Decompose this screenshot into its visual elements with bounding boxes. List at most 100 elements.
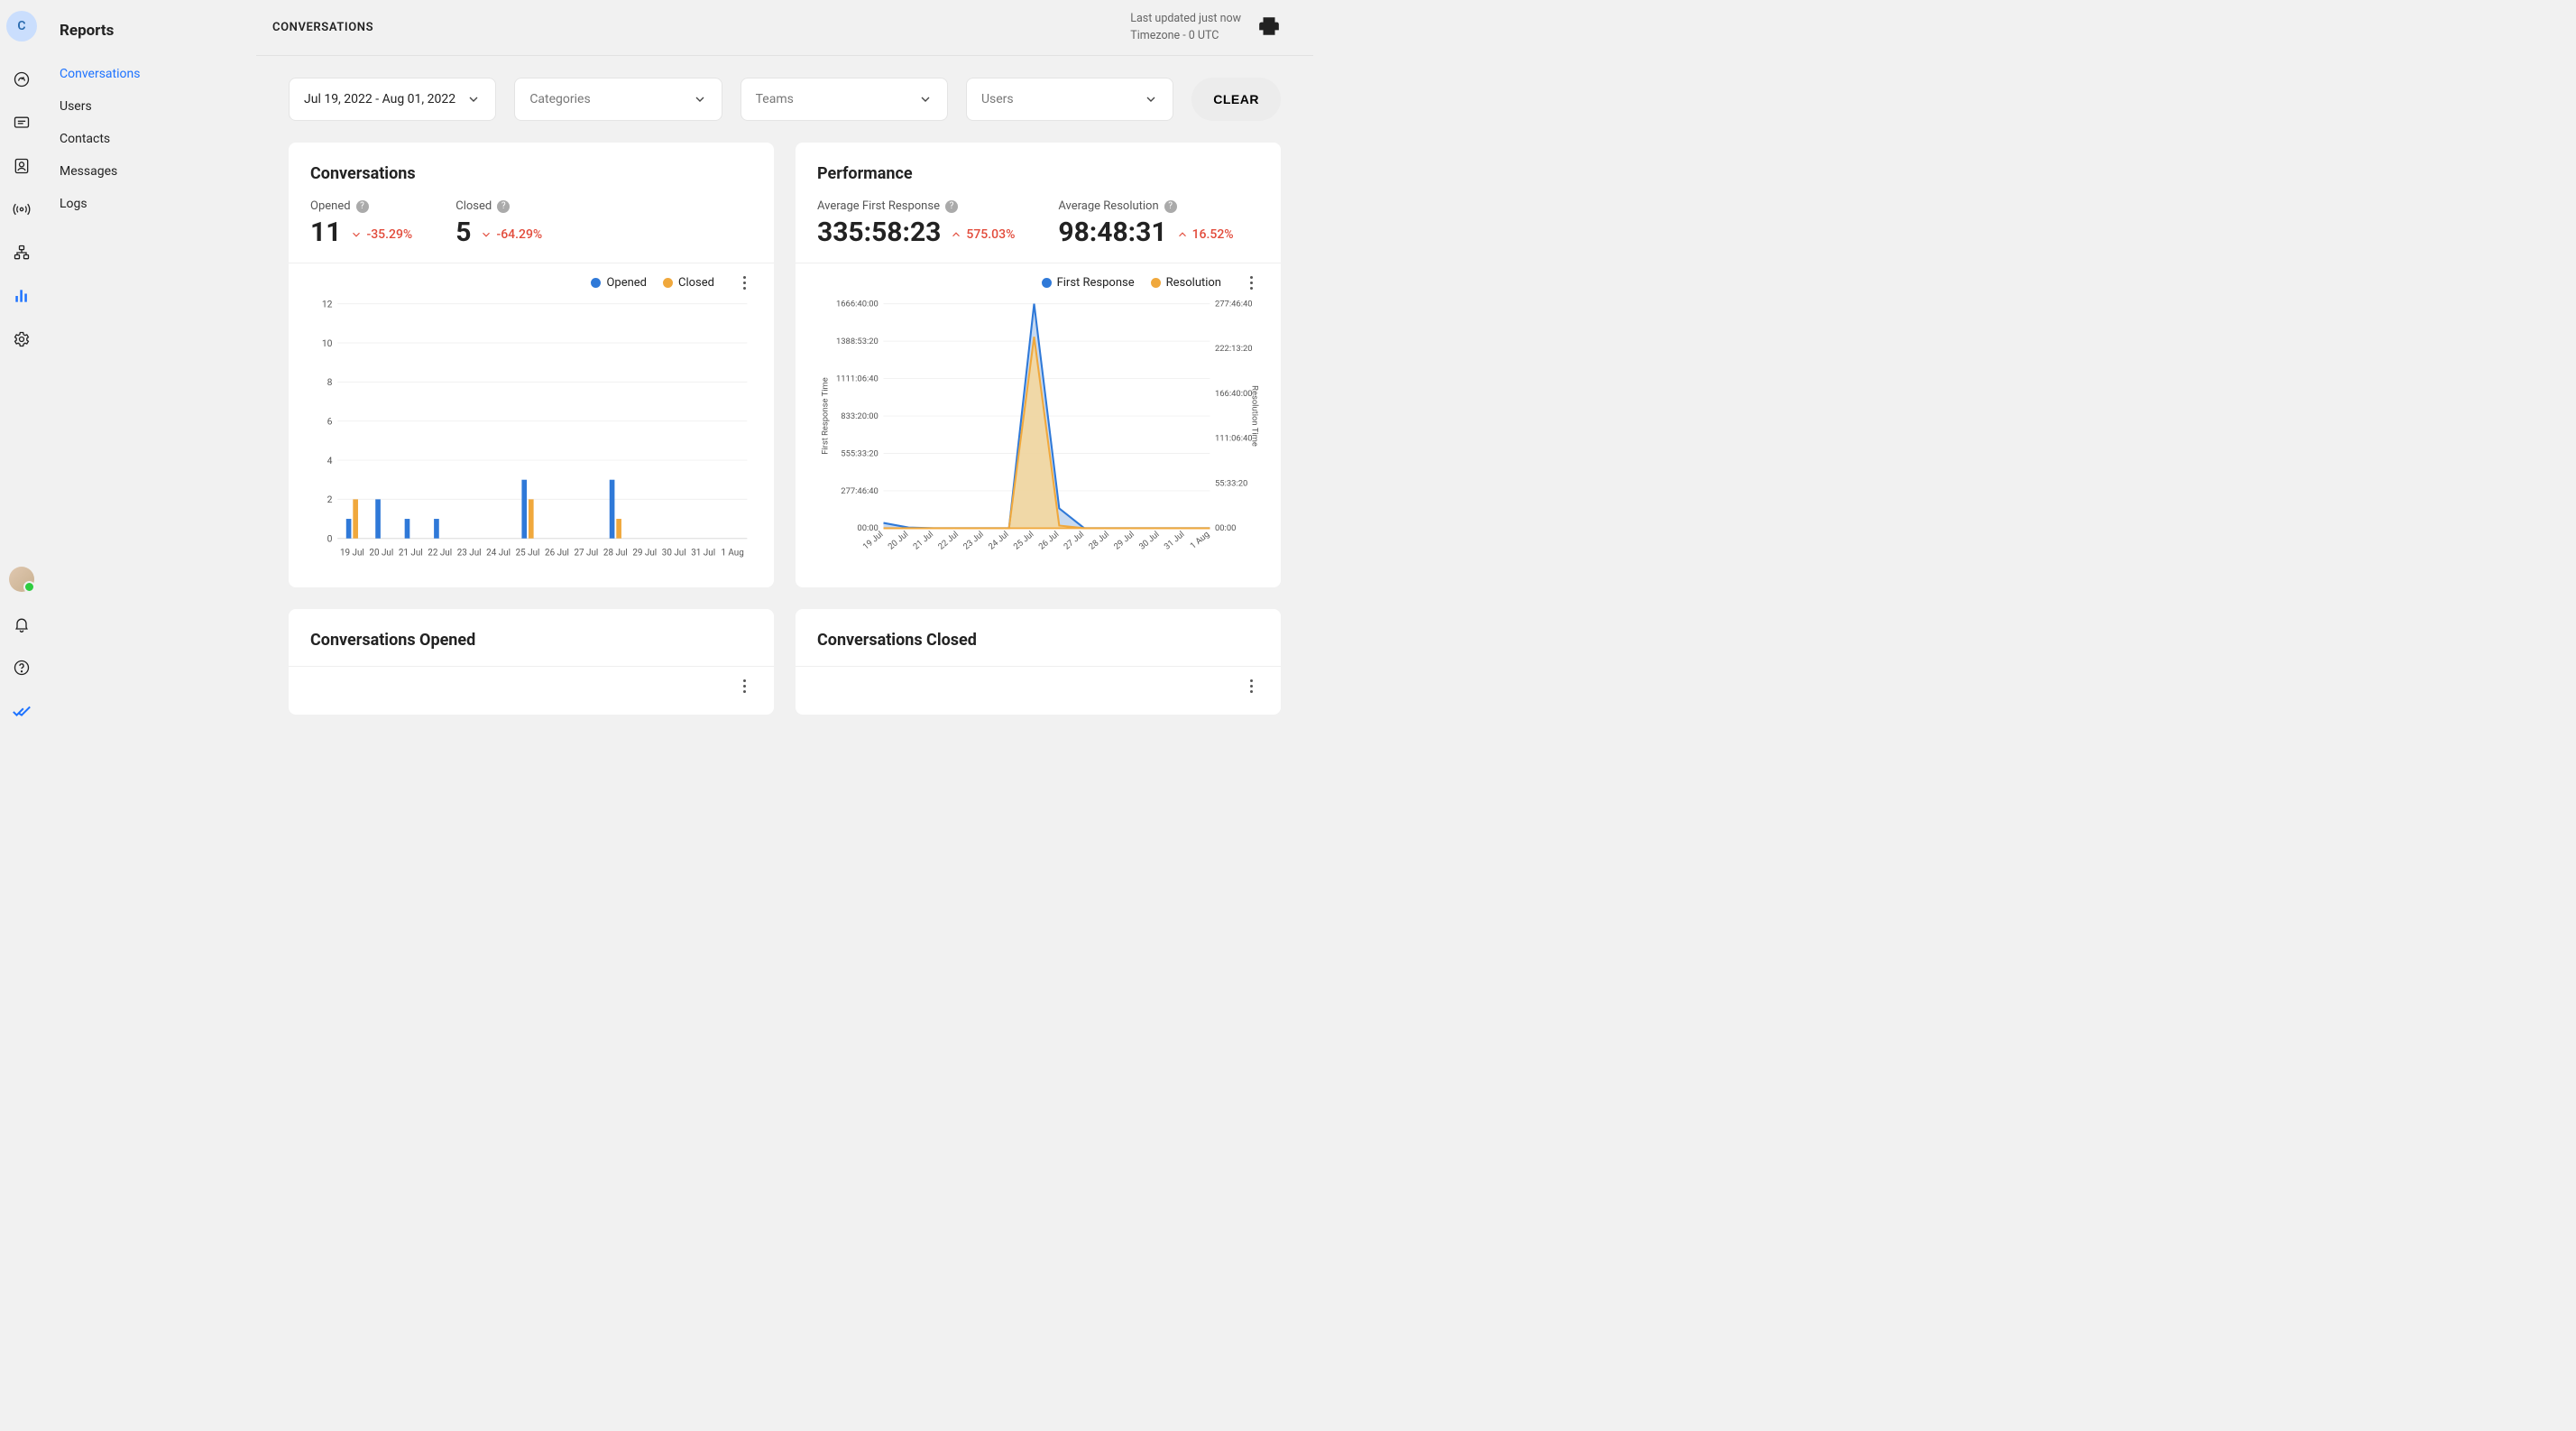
svg-text:00:00: 00:00 [1215,523,1236,533]
svg-text:4: 4 [327,455,333,466]
chart-menu[interactable] [1243,276,1259,290]
filter-teams-placeholder: Teams [756,92,794,106]
sidebar-item-logs[interactable]: Logs [60,188,240,220]
rail-org[interactable] [0,233,43,272]
metric-opened: Opened? 11 -35.29% [310,199,412,248]
svg-text:25 Jul: 25 Jul [1012,530,1036,552]
help-icon[interactable]: ? [497,200,510,213]
svg-text:20 Jul: 20 Jul [369,549,393,559]
metric-opened-value: 11 [310,217,341,248]
chart-menu[interactable] [1243,679,1259,693]
svg-text:23 Jul: 23 Jul [961,530,986,552]
help-icon [13,659,31,677]
svg-text:0: 0 [327,532,333,544]
help-icon[interactable]: ? [1164,200,1177,213]
svg-text:21 Jul: 21 Jul [399,549,423,559]
svg-text:1388:53:20: 1388:53:20 [836,337,879,346]
chart-menu[interactable] [736,276,752,290]
svg-text:25 Jul: 25 Jul [516,549,540,559]
rail-help[interactable] [0,648,43,688]
user-avatar[interactable] [9,567,34,592]
conversations-chart: 02468101219 Jul20 Jul21 Jul22 Jul23 Jul2… [310,299,752,562]
svg-text:29 Jul: 29 Jul [632,549,657,559]
chevron-down-icon [466,92,481,106]
svg-text:30 Jul: 30 Jul [662,549,686,559]
sidebar-item-users[interactable]: Users [60,90,240,123]
filter-date-value: Jul 19, 2022 - Aug 01, 2022 [304,92,455,106]
bell-icon [13,615,31,633]
svg-text:23 Jul: 23 Jul [457,549,482,559]
sidebar-item-messages[interactable]: Messages [60,155,240,188]
filter-date-range[interactable]: Jul 19, 2022 - Aug 01, 2022 [289,78,496,121]
rail-reports[interactable] [0,276,43,316]
last-updated: Last updated just now [1130,11,1241,28]
svg-text:2: 2 [327,494,333,505]
filter-teams[interactable]: Teams [741,78,948,121]
svg-text:10: 10 [322,337,333,349]
metric-ar-delta: 16.52% [1176,227,1234,242]
print-button[interactable] [1257,14,1281,42]
rail-dashboard[interactable] [0,60,43,99]
svg-text:1 Aug: 1 Aug [1189,530,1212,551]
sidebar-title: Reports [60,22,240,40]
svg-text:28 Jul: 28 Jul [1087,530,1111,552]
metric-closed-label: Closed [455,199,492,213]
metric-opened-delta: -35.29% [350,227,412,242]
help-icon[interactable]: ? [945,200,958,213]
chevron-up-icon [950,228,962,241]
svg-text:8: 8 [327,376,333,388]
card-closed-title: Conversations Closed [817,631,1259,650]
filter-users[interactable]: Users [966,78,1173,121]
help-icon[interactable]: ? [356,200,369,213]
rail-contacts[interactable] [0,146,43,186]
svg-text:22 Jul: 22 Jul [428,549,452,559]
svg-text:24 Jul: 24 Jul [987,530,1011,552]
legend-opened: Opened [591,276,647,290]
svg-text:29 Jul: 29 Jul [1112,530,1136,552]
filter-categories[interactable]: Categories [514,78,722,121]
card-performance: Performance Average First Response? 335:… [796,143,1281,587]
filters-row: Jul 19, 2022 - Aug 01, 2022 Categories T… [289,78,1281,121]
rail-checks[interactable] [0,691,43,731]
metric-closed-value: 5 [455,217,471,248]
rail-notifications[interactable] [0,605,43,644]
chat-icon [13,114,31,132]
workspace-avatar[interactable]: C [6,11,37,42]
svg-text:1666:40:00: 1666:40:00 [836,299,879,309]
svg-text:222:13:20: 222:13:20 [1215,344,1253,354]
svg-text:30 Jul: 30 Jul [1137,530,1162,552]
card-opened-title: Conversations Opened [310,631,752,650]
svg-text:1111:06:40: 1111:06:40 [836,374,879,383]
svg-text:20 Jul: 20 Jul [887,530,911,552]
legend-resolution: Resolution [1151,276,1221,290]
performance-legend: First Response Resolution [817,276,1259,290]
person-card-icon [13,157,31,175]
sidebar-item-conversations[interactable]: Conversations [60,58,240,90]
svg-text:28 Jul: 28 Jul [603,549,628,559]
metric-afr: Average First Response? 335:58:23 575.03… [817,199,1015,248]
conversations-legend: Opened Closed [310,276,752,290]
svg-text:12: 12 [322,299,333,309]
sidebar-item-contacts[interactable]: Contacts [60,123,240,155]
metric-ar-label: Average Resolution [1058,199,1158,213]
card-performance-title: Performance [817,164,1259,183]
svg-text:277:46:40: 277:46:40 [841,486,879,496]
rail-broadcast[interactable] [0,189,43,229]
icon-rail: C [0,0,43,731]
svg-text:6: 6 [327,415,333,427]
chart-menu[interactable] [736,679,752,693]
svg-text:First Response Time: First Response Time [820,377,830,455]
filter-categories-placeholder: Categories [529,92,590,106]
sidebar: Reports ConversationsUsersContactsMessag… [43,0,256,731]
rail-settings[interactable] [0,319,43,359]
metric-closed-delta: -64.29% [480,227,542,242]
double-check-icon [12,701,32,721]
gauge-icon [13,70,31,88]
metric-opened-label: Opened [310,199,351,213]
chevron-down-icon [918,92,933,106]
svg-text:166:40:00: 166:40:00 [1215,389,1253,399]
clear-button[interactable]: CLEAR [1191,78,1281,121]
org-icon [13,244,31,262]
rail-conversations[interactable] [0,103,43,143]
svg-text:833:20:00: 833:20:00 [841,411,879,421]
